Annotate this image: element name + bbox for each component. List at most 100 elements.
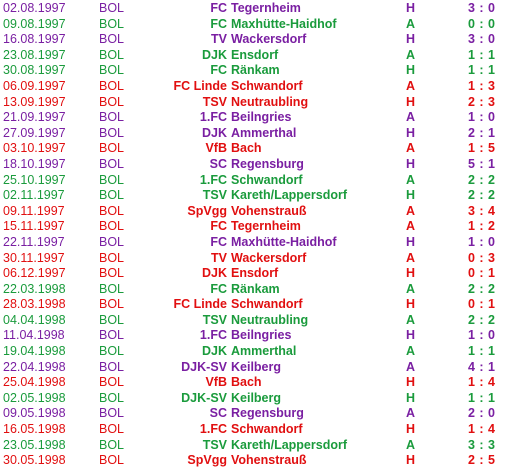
match-score: 2 : 5 xyxy=(468,453,496,468)
match-row: 02.11.1997 BOL TSV Kareth/Lappersdorf H … xyxy=(0,188,521,204)
match-date: 28.03.1998 xyxy=(3,297,66,312)
match-date: 22.11.1997 xyxy=(3,234,65,249)
opponent-club-name: Schwandorf xyxy=(231,172,303,187)
opponent-club-prefix: TV xyxy=(211,250,227,265)
match-date: 06.09.1997 xyxy=(3,78,66,93)
match-date: 09.08.1997 xyxy=(3,16,66,31)
opponent-club-prefix: 1.FC xyxy=(199,110,227,125)
opponent-club-prefix: FC Linde xyxy=(173,78,227,93)
match-score: 1 : 4 xyxy=(468,422,496,437)
match-row: 22.11.1997 BOL FC Maxhütte-Haidhof H 1 :… xyxy=(0,235,521,251)
opponent-club-prefix: 1.FC xyxy=(199,422,227,437)
match-date: 23.08.1997 xyxy=(3,47,66,62)
match-league: BOL xyxy=(99,406,125,421)
match-date: 02.11.1997 xyxy=(3,188,65,203)
match-league: BOL xyxy=(99,250,125,265)
match-venue: A xyxy=(406,141,416,156)
match-score: 3 : 0 xyxy=(468,32,496,47)
match-date: 16.08.1997 xyxy=(3,32,66,47)
match-score: 2 : 2 xyxy=(468,188,496,203)
match-row: 19.04.1998 BOL DJK Ammerthal A 1 : 1 xyxy=(0,344,521,360)
opponent-club-name: Vohenstrauß xyxy=(231,203,307,218)
match-score: 1 : 1 xyxy=(468,47,496,62)
opponent-club-prefix: TV xyxy=(211,32,227,47)
opponent-club-name: Ammerthal xyxy=(231,344,297,359)
match-league: BOL xyxy=(99,47,125,62)
match-row: 30.05.1998 BOL SpVgg Vohenstrauß H 2 : 5 xyxy=(0,453,521,469)
match-date: 16.05.1998 xyxy=(3,422,66,437)
match-score: 1 : 0 xyxy=(468,234,496,249)
match-score: 3 : 3 xyxy=(468,437,496,452)
opponent-club-prefix: DJK xyxy=(201,125,227,140)
match-league: BOL xyxy=(99,328,125,343)
opponent-club-prefix: 1.FC xyxy=(199,328,227,343)
opponent-club-prefix: FC xyxy=(210,219,227,234)
opponent-club-name: Tegernheim xyxy=(231,1,301,15)
match-league: BOL xyxy=(99,16,125,31)
match-score: 2 : 2 xyxy=(468,172,496,187)
match-score: 1 : 5 xyxy=(468,141,496,156)
match-date: 25.10.1997 xyxy=(3,172,66,187)
match-venue: A xyxy=(406,359,416,374)
opponent-club-name: Ränkam xyxy=(231,281,280,296)
match-date: 30.11.1997 xyxy=(3,250,65,265)
match-row: 28.03.1998 BOL FC Linde Schwandorf H 0 :… xyxy=(0,297,521,313)
match-league: BOL xyxy=(99,125,125,140)
match-venue: H xyxy=(406,1,416,15)
match-venue: A xyxy=(406,203,416,218)
match-venue: H xyxy=(406,63,416,78)
match-league: BOL xyxy=(99,453,125,468)
match-date: 30.08.1997 xyxy=(3,63,66,78)
match-row: 27.09.1997 BOL DJK Ammerthal H 2 : 1 xyxy=(0,126,521,142)
match-row: 13.09.1997 BOL TSV Neutraubling H 2 : 3 xyxy=(0,95,521,111)
match-row: 30.08.1997 BOL FC Ränkam H 1 : 1 xyxy=(0,63,521,79)
match-league: BOL xyxy=(99,203,125,218)
match-league: BOL xyxy=(99,141,125,156)
match-league: BOL xyxy=(99,1,125,15)
match-league: BOL xyxy=(99,390,125,405)
match-league: BOL xyxy=(99,32,125,47)
match-date: 06.12.1997 xyxy=(3,266,66,281)
match-venue: A xyxy=(406,219,416,234)
opponent-club-prefix: FC xyxy=(210,234,227,249)
match-date: 25.04.1998 xyxy=(3,375,66,390)
match-score: 0 : 1 xyxy=(468,297,496,312)
match-score: 1 : 3 xyxy=(468,78,496,93)
opponent-club-name: Maxhütte-Haidhof xyxy=(231,234,337,249)
match-score: 1 : 1 xyxy=(468,63,496,78)
opponent-club-prefix: VfB xyxy=(205,375,227,390)
match-score: 1 : 1 xyxy=(468,344,496,359)
match-date: 18.10.1997 xyxy=(3,156,66,171)
match-date: 30.05.1998 xyxy=(3,453,66,468)
match-league: BOL xyxy=(99,312,125,327)
opponent-club-name: Neutraubling xyxy=(231,94,309,109)
match-row: 02.05.1998 BOL DJK-SV Keilberg H 1 : 1 xyxy=(0,391,521,407)
opponent-club-prefix: SpVgg xyxy=(187,453,227,468)
match-score: 1 : 1 xyxy=(468,390,496,405)
match-league: BOL xyxy=(99,78,125,93)
opponent-club-prefix: TSV xyxy=(202,312,227,327)
match-date: 04.04.1998 xyxy=(3,312,66,327)
match-date: 09.11.1997 xyxy=(3,203,65,218)
match-score: 2 : 2 xyxy=(468,312,496,327)
match-venue: H xyxy=(406,390,416,405)
match-row: 25.10.1997 BOL 1.FC Schwandorf A 2 : 2 xyxy=(0,173,521,189)
match-row: 03.10.1997 BOL VfB Bach A 1 : 5 xyxy=(0,141,521,157)
match-row: 06.09.1997 BOL FC Linde Schwandorf A 1 :… xyxy=(0,79,521,95)
match-venue: H xyxy=(406,125,416,140)
match-league: BOL xyxy=(99,297,125,312)
match-score: 2 : 1 xyxy=(468,125,496,140)
match-venue: H xyxy=(406,266,416,281)
opponent-club-name: Kareth/Lappersdorf xyxy=(231,188,347,203)
match-score: 3 : 4 xyxy=(468,203,496,218)
match-date: 09.05.1998 xyxy=(3,406,66,421)
opponent-club-prefix: TSV xyxy=(202,94,227,109)
opponent-club-name: Keilberg xyxy=(231,359,282,374)
opponent-club-prefix: TSV xyxy=(202,188,227,203)
opponent-club-prefix: FC xyxy=(210,1,227,15)
match-venue: A xyxy=(406,16,416,31)
match-venue: H xyxy=(406,328,416,343)
opponent-club-name: Bach xyxy=(231,141,262,156)
match-venue: H xyxy=(406,94,416,109)
match-score: 1 : 0 xyxy=(468,328,496,343)
